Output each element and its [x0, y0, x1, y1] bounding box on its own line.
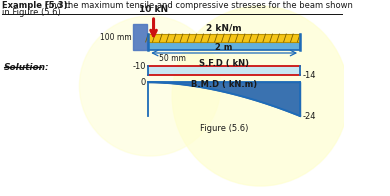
Bar — [148, 66, 300, 75]
Text: Solution:: Solution: — [4, 63, 49, 72]
Bar — [148, 34, 300, 42]
Text: 100 mm: 100 mm — [100, 33, 131, 42]
Bar — [148, 42, 300, 50]
Text: S.F.D ( kN): S.F.D ( kN) — [199, 59, 249, 68]
Text: -24: -24 — [303, 112, 316, 121]
Text: -14: -14 — [303, 71, 316, 80]
Text: Figure (5.6): Figure (5.6) — [200, 124, 248, 133]
Text: Find the maximum tensile and compressive stresses for the beam shown: Find the maximum tensile and compressive… — [43, 1, 353, 10]
Text: 2 m: 2 m — [215, 43, 233, 52]
Text: Example (5.3):: Example (5.3): — [2, 1, 71, 10]
Text: 0: 0 — [140, 77, 145, 86]
Text: -10: -10 — [132, 62, 145, 71]
Text: 10 kN: 10 kN — [139, 5, 168, 14]
Bar — [133, 24, 147, 50]
Text: B.M.D ( kN.m): B.M.D ( kN.m) — [191, 80, 257, 89]
Text: in Figure (5.6).: in Figure (5.6). — [2, 8, 63, 17]
Ellipse shape — [172, 6, 349, 186]
Text: 50 mm: 50 mm — [159, 54, 186, 63]
Ellipse shape — [80, 16, 221, 156]
Text: 2 kN/m: 2 kN/m — [206, 23, 242, 32]
